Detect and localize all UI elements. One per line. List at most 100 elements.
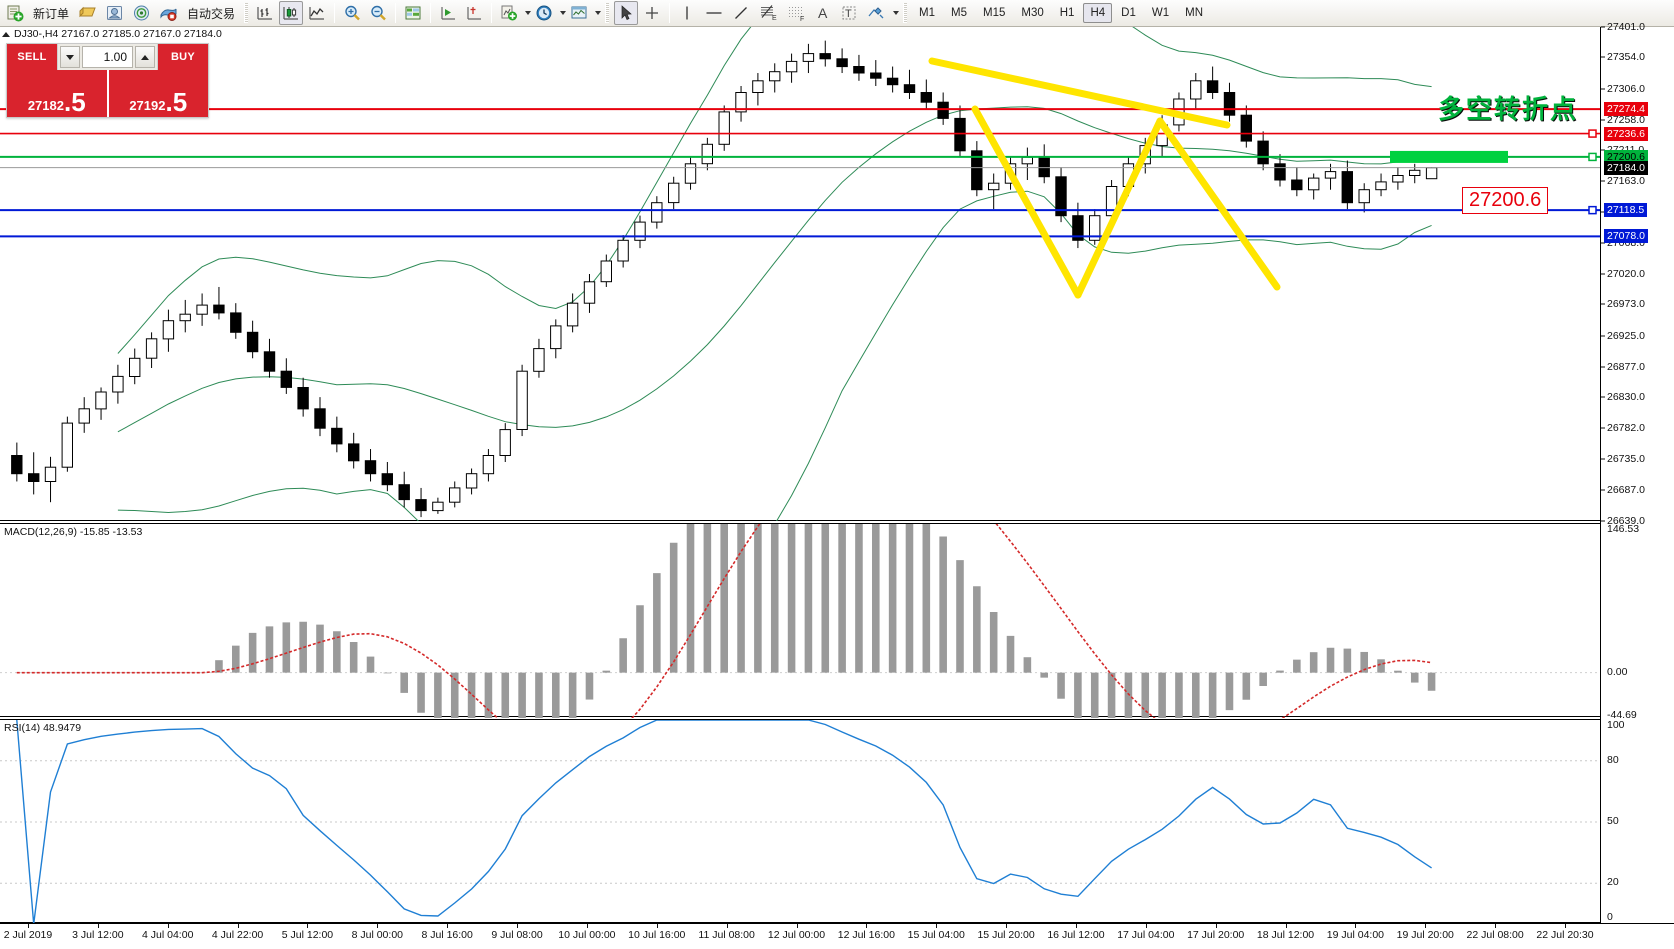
time-tick [1565, 924, 1566, 928]
periods-icon[interactable] [532, 1, 556, 25]
toolbar-grip-3[interactable] [903, 3, 908, 23]
autotrading-label[interactable]: 自动交易 [187, 6, 236, 21]
timeframe-h4[interactable]: H4 [1083, 3, 1113, 23]
folder-icon[interactable] [75, 1, 100, 25]
resistance-line-2-tag[interactable]: 27236.6 [1604, 126, 1648, 141]
macd-pane[interactable]: MACD(12,26,9) -15.85 -13.53 [0, 523, 1600, 718]
time-tick [307, 924, 309, 928]
volume-stepper[interactable]: 1.00 [57, 44, 158, 70]
zoom-in-icon[interactable] [340, 1, 364, 25]
chart-shift-icon[interactable] [462, 1, 486, 25]
new-order-icon[interactable] [3, 1, 27, 25]
crosshair-icon[interactable] [640, 1, 664, 25]
rsi-canvas [0, 720, 1600, 924]
target-line-tag[interactable]: 27200.6 [1604, 149, 1648, 164]
time-tick [1495, 924, 1497, 928]
price-tick: 27020.0 [1601, 268, 1645, 280]
indicators-dropdown-caret[interactable] [525, 11, 532, 15]
volume-input[interactable]: 1.00 [82, 46, 133, 68]
time-label: 16 Jul 12:00 [1047, 929, 1105, 941]
price-tick: 26735.0 [1601, 453, 1645, 465]
timeframe-d1[interactable]: D1 [1121, 7, 1136, 19]
last-price-line-tag[interactable]: 27184.0 [1604, 160, 1648, 175]
scroll-end-icon[interactable] [436, 1, 460, 25]
trendline-icon[interactable] [729, 1, 753, 25]
objects-icon[interactable] [863, 1, 889, 25]
time-tick [167, 924, 169, 928]
toolbar-grip-2[interactable] [605, 3, 610, 23]
timeframe-m5[interactable]: M5 [951, 7, 967, 19]
collapse-triangle-icon[interactable] [2, 31, 10, 37]
macd-tick: 0.00 [1607, 665, 1628, 678]
timeframe-m1[interactable]: M1 [919, 7, 936, 19]
trade-panel-price-row: 27182 .5 27192 .5 [7, 70, 208, 117]
price-scale[interactable]: 27401.027354.027306.027258.027211.027163… [1600, 21, 1674, 923]
time-tick [517, 924, 519, 928]
volume-increase-button[interactable] [135, 46, 155, 68]
candlestick-icon[interactable] [279, 1, 304, 25]
time-label: 19 Jul 20:00 [1396, 929, 1454, 941]
objects-dropdown-caret[interactable] [893, 11, 900, 15]
timeframe-w1[interactable]: W1 [1151, 7, 1170, 19]
support-line-1-tag[interactable]: 27118.5 [1604, 203, 1648, 218]
sell-button[interactable]: 27182 .5 [7, 70, 107, 117]
price-chart-canvas [0, 27, 1600, 521]
data-window-icon[interactable] [401, 1, 425, 25]
time-label: 5 Jul 12:00 [281, 929, 334, 941]
expert-advisor-icon[interactable] [156, 1, 181, 25]
bar-chart-icon[interactable] [253, 1, 277, 25]
svg-text:E: E [772, 15, 777, 22]
buy-label[interactable]: BUY [158, 44, 208, 70]
time-scale[interactable]: 2 Jul 2019 3 Jul 12:00 4 Jul 04:00 4 Jul 22… [0, 923, 1674, 949]
time-tick [28, 924, 29, 928]
new-order-label[interactable]: 新订单 [33, 6, 70, 21]
time-tick [447, 924, 449, 928]
toolbar-separator-3 [430, 3, 432, 23]
chart-container[interactable]: MACD(12,26,9) -15.85 -13.53 RSI(14) 48.9… [0, 21, 1674, 949]
price-pane[interactable] [0, 27, 1600, 521]
support-line-2-tag[interactable]: 27078.0 [1604, 229, 1648, 244]
one-click-trading-panel[interactable]: SELL 1.00 BUY 27182 .5 27192 .5 [6, 43, 209, 118]
templates-icon[interactable] [567, 1, 591, 25]
symbol-header: DJ30-,H4 27167.0 27185.0 27167.0 27184.0 [2, 28, 222, 40]
time-label: 3 Jul 12:00 [72, 929, 124, 941]
macd-tick: -44.69 [1607, 709, 1637, 721]
price-tick: 26925.0 [1601, 330, 1645, 342]
price-tick: 27306.0 [1601, 83, 1645, 95]
indicators-icon[interactable] [497, 1, 521, 25]
time-tick [1425, 924, 1427, 928]
buy-button[interactable]: 27192 .5 [108, 70, 208, 117]
resistance-line-1-tag[interactable]: 27274.4 [1604, 102, 1648, 117]
toolbar-grip[interactable] [244, 3, 249, 23]
chinese-annotation-text: 多空转折点 [1437, 95, 1578, 125]
fibo-e-icon[interactable]: E [755, 1, 781, 25]
fibo-f-icon[interactable]: F [783, 1, 809, 25]
timeframe-h1[interactable]: H1 [1059, 7, 1075, 19]
time-label: 12 Jul 00:00 [767, 929, 826, 941]
time-tick [1075, 924, 1077, 928]
periods-dropdown-caret[interactable] [560, 11, 567, 15]
label-icon[interactable]: T [837, 1, 861, 25]
timeframe-m30[interactable]: M30 [1021, 7, 1044, 19]
line-chart-icon[interactable] [305, 1, 329, 25]
time-tick [1215, 924, 1217, 928]
horizontal-line-icon[interactable] [701, 1, 727, 25]
zoom-out-icon[interactable] [366, 1, 390, 25]
cursor-icon[interactable] [614, 1, 639, 25]
text-icon[interactable]: A [811, 1, 835, 25]
profile-icon[interactable] [102, 1, 127, 25]
timeframe-m15[interactable]: M15 [983, 7, 1006, 19]
signals-icon[interactable] [129, 1, 154, 25]
time-label: 4 Jul 04:00 [142, 929, 194, 941]
volume-decrease-button[interactable] [60, 46, 80, 68]
rsi-pane[interactable]: RSI(14) 48.9479 [0, 719, 1600, 924]
time-label: 19 Jul 04:00 [1326, 929, 1385, 941]
sell-label[interactable]: SELL [7, 44, 57, 70]
price-tick: 26877.0 [1601, 361, 1645, 373]
timeframe-mn[interactable]: MN [1185, 7, 1203, 19]
time-label: 8 Jul 00:00 [351, 929, 403, 941]
toolbar-separator-5 [669, 3, 671, 23]
vertical-line-icon[interactable] [675, 1, 699, 25]
templates-dropdown-caret[interactable] [595, 11, 602, 15]
price-tick: 26687.0 [1601, 484, 1645, 496]
